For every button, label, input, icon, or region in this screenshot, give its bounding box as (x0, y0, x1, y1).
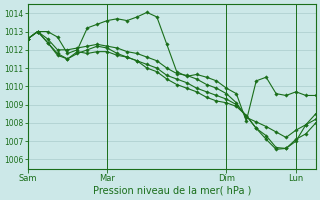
X-axis label: Pression niveau de la mer( hPa ): Pression niveau de la mer( hPa ) (92, 186, 251, 196)
